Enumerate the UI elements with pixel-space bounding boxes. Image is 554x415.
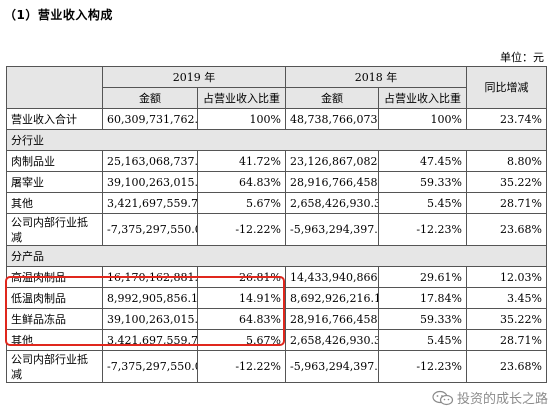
amount-2018: 28,916,766,458.50: [285, 171, 379, 193]
amount-2018: -5,963,294,397.65: [285, 350, 379, 383]
header-row-years: 2019 年 2018 年 同比增减: [6, 66, 547, 109]
amount-2018: -5,963,294,397.65: [285, 213, 379, 246]
table-row: 公司内部行业抵减 -7,375,297,550.01 -12.22% -5,96…: [6, 350, 547, 383]
amount-2019: 3,421,697,559.77: [102, 329, 198, 351]
row-label: 高温肉制品: [6, 266, 103, 288]
yoy-change: 3.45%: [466, 287, 547, 309]
row-label: 低温肉制品: [6, 287, 103, 309]
amount-2018: 2,658,426,930.33: [285, 329, 379, 351]
amount-2019: 16,170,162,881.49: [102, 266, 198, 288]
amount-2018: 28,916,766,458.50: [285, 308, 379, 330]
amount-2018: 14,433,940,866.47: [285, 266, 379, 288]
section-row-industry: 分行业: [6, 129, 547, 151]
row-label: 肉制品业: [6, 150, 103, 172]
ratio-2018: 5.45%: [378, 192, 467, 214]
ratio-2018: 17.84%: [378, 287, 467, 309]
amount-2018: 8,692,926,216.18: [285, 287, 379, 309]
amount-2019: -7,375,297,550.01: [102, 350, 198, 383]
header-yoy: 同比增减: [466, 66, 547, 109]
table-row: 低温肉制品 8,992,905,856.16 14.91% 8,692,926,…: [6, 287, 547, 309]
ratio-2018: -12.23%: [378, 213, 467, 246]
ratio-2018: 100%: [378, 108, 467, 130]
yoy-change: 35.22%: [466, 308, 547, 330]
section-label-industry: 分行业: [6, 129, 547, 151]
amount-2019: 60,309,731,762.99: [102, 108, 198, 130]
wechat-icon: [432, 390, 454, 405]
ratio-2018: 5.45%: [378, 329, 467, 351]
revenue-table: 2019 年 2018 年 同比增减 金额 占营业收入比重 金额 占营业收入比重…: [6, 66, 547, 383]
ratio-2018: 59.33%: [378, 308, 467, 330]
total-row: 营业收入合计 60,309,731,762.99 100% 48,738,766…: [6, 108, 547, 130]
ratio-2018: 29.61%: [378, 266, 467, 288]
header-year-2018: 2018 年: [285, 66, 467, 88]
row-label: 生鲜品冻品: [6, 308, 103, 330]
ratio-2019: -12.22%: [197, 213, 286, 246]
amount-2019: 25,163,068,737.65: [102, 150, 198, 172]
table-row: 高温肉制品 16,170,162,881.49 26.81% 14,433,94…: [6, 266, 547, 288]
yoy-change: 23.74%: [466, 108, 547, 130]
ratio-2018: -12.23%: [378, 350, 467, 383]
header-year-2019: 2019 年: [102, 66, 286, 88]
table-row: 屠宰业 39,100,263,015.58 64.83% 28,916,766,…: [6, 171, 547, 193]
unit-label: 单位：元: [500, 51, 544, 64]
ratio-2019: 26.81%: [197, 266, 286, 288]
amount-2018: 48,738,766,073.83: [285, 108, 379, 130]
ratio-2019: -12.22%: [197, 350, 286, 383]
amount-2018: 2,658,426,930.33: [285, 192, 379, 214]
row-label: 屠宰业: [6, 171, 103, 193]
ratio-2019: 64.83%: [197, 171, 286, 193]
ratio-2018: 47.45%: [378, 150, 467, 172]
table-row: 其他 3,421,697,559.77 5.67% 2,658,426,930.…: [6, 329, 547, 351]
yoy-change: 23.68%: [466, 350, 547, 383]
header-amount-2019: 金额: [102, 87, 198, 109]
ratio-2018: 59.33%: [378, 171, 467, 193]
header-blank-cell: [6, 66, 103, 109]
watermark-text: 投资的成长之路: [456, 392, 548, 407]
header-row-columns: 金额 占营业收入比重 金额 占营业收入比重: [7, 87, 547, 109]
ratio-2019: 100%: [197, 108, 286, 130]
yoy-change: 35.22%: [466, 171, 547, 193]
amount-2019: 39,100,263,015.58: [102, 308, 198, 330]
row-label: 营业收入合计: [6, 108, 103, 130]
section-label-product: 分产品: [6, 245, 547, 267]
ratio-2019: 41.72%: [197, 150, 286, 172]
amount-2019: 39,100,263,015.58: [102, 171, 198, 193]
amount-2019: -7,375,297,550.01: [102, 213, 198, 246]
header-amount-2018: 金额: [285, 87, 379, 109]
yoy-change: 28.71%: [466, 192, 547, 214]
ratio-2019: 64.83%: [197, 308, 286, 330]
yoy-change: 12.03%: [466, 266, 547, 288]
watermark: 投资的成长之路: [432, 388, 548, 407]
yoy-change: 23.68%: [466, 213, 547, 246]
ratio-2019: 5.67%: [197, 192, 286, 214]
section-title: （1）营业收入构成: [4, 8, 113, 22]
row-label: 其他: [6, 329, 103, 351]
row-label: 公司内部行业抵减: [6, 213, 103, 246]
amount-2019: 8,992,905,856.16: [102, 287, 198, 309]
table-row: 肉制品业 25,163,068,737.65 41.72% 23,126,867…: [6, 150, 547, 172]
table-row: 生鲜品冻品 39,100,263,015.58 64.83% 28,916,76…: [6, 308, 547, 330]
amount-2019: 3,421,697,559.77: [102, 192, 198, 214]
table-row: 其他 3,421,697,559.77 5.67% 2,658,426,930.…: [6, 192, 547, 214]
row-label: 其他: [6, 192, 103, 214]
row-label: 公司内部行业抵减: [6, 350, 103, 383]
ratio-2019: 5.67%: [197, 329, 286, 351]
table-row: 公司内部行业抵减 -7,375,297,550.01 -12.22% -5,96…: [6, 213, 547, 246]
section-row-product: 分产品: [6, 245, 547, 267]
amount-2018: 23,126,867,082.65: [285, 150, 379, 172]
yoy-change: 8.80%: [466, 150, 547, 172]
ratio-2019: 14.91%: [197, 287, 286, 309]
yoy-change: 28.71%: [466, 329, 547, 351]
header-ratio-2018: 占营业收入比重: [378, 87, 467, 109]
header-ratio-2019: 占营业收入比重: [197, 87, 286, 109]
